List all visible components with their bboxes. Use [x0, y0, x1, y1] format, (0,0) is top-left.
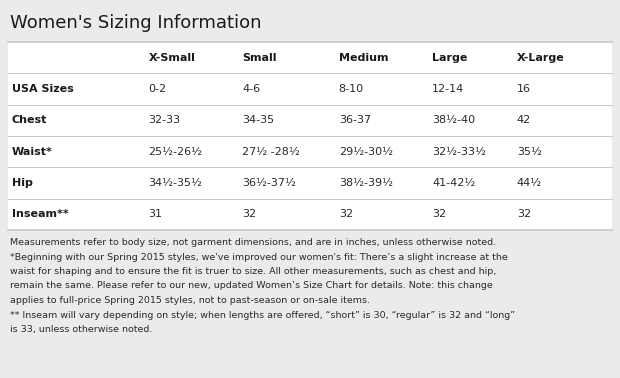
Text: X-Large: X-Large [517, 53, 565, 63]
Text: 44½: 44½ [517, 178, 542, 188]
Text: 32½-33½: 32½-33½ [432, 147, 486, 156]
Text: 34-35: 34-35 [242, 115, 274, 125]
Text: 34½-35½: 34½-35½ [148, 178, 202, 188]
Text: Small: Small [242, 53, 277, 63]
Text: Hip: Hip [12, 178, 33, 188]
Text: 32: 32 [339, 209, 353, 219]
Text: 29½-30½: 29½-30½ [339, 147, 392, 156]
Text: *Beginning with our Spring 2015 styles, we've improved our women's fit: There’s : *Beginning with our Spring 2015 styles, … [10, 253, 508, 262]
Text: 32: 32 [432, 209, 446, 219]
Text: Measurements refer to body size, not garment dimensions, and are in inches, unle: Measurements refer to body size, not gar… [10, 238, 496, 247]
Text: 25½-26½: 25½-26½ [148, 147, 202, 156]
Text: 36½-37½: 36½-37½ [242, 178, 296, 188]
Text: 12-14: 12-14 [432, 84, 464, 94]
Text: 4-6: 4-6 [242, 84, 260, 94]
Text: 31: 31 [148, 209, 162, 219]
Text: 41-42½: 41-42½ [432, 178, 476, 188]
Text: 8-10: 8-10 [339, 84, 364, 94]
Text: is 33, unless otherwise noted.: is 33, unless otherwise noted. [10, 325, 153, 334]
Text: 0-2: 0-2 [148, 84, 167, 94]
Text: X-Small: X-Small [148, 53, 195, 63]
Text: USA Sizes: USA Sizes [12, 84, 74, 94]
Text: Inseam**: Inseam** [12, 209, 69, 219]
Text: Chest: Chest [12, 115, 47, 125]
Text: Women's Sizing Information: Women's Sizing Information [10, 14, 262, 32]
Text: 32: 32 [242, 209, 256, 219]
Text: 35½: 35½ [517, 147, 542, 156]
Text: 32-33: 32-33 [148, 115, 180, 125]
Text: 16: 16 [517, 84, 531, 94]
Text: 36-37: 36-37 [339, 115, 371, 125]
Text: 38½-40: 38½-40 [432, 115, 476, 125]
Text: 38½-39½: 38½-39½ [339, 178, 392, 188]
Text: 27½ -28½: 27½ -28½ [242, 147, 300, 156]
Text: Large: Large [432, 53, 467, 63]
Text: 42: 42 [517, 115, 531, 125]
Text: waist for shaping and to ensure the fit is truer to size. All other measurements: waist for shaping and to ensure the fit … [10, 267, 496, 276]
Text: Medium: Medium [339, 53, 388, 63]
Text: ** Inseam will vary depending on style; when lengths are offered, “short” is 30,: ** Inseam will vary depending on style; … [10, 310, 515, 319]
Text: Waist*: Waist* [12, 147, 53, 156]
Text: remain the same. Please refer to our new, updated Women’s Size Chart for details: remain the same. Please refer to our new… [10, 282, 493, 291]
Text: applies to full-price Spring 2015 styles, not to past-season or on-sale items.: applies to full-price Spring 2015 styles… [10, 296, 370, 305]
Text: 32: 32 [517, 209, 531, 219]
